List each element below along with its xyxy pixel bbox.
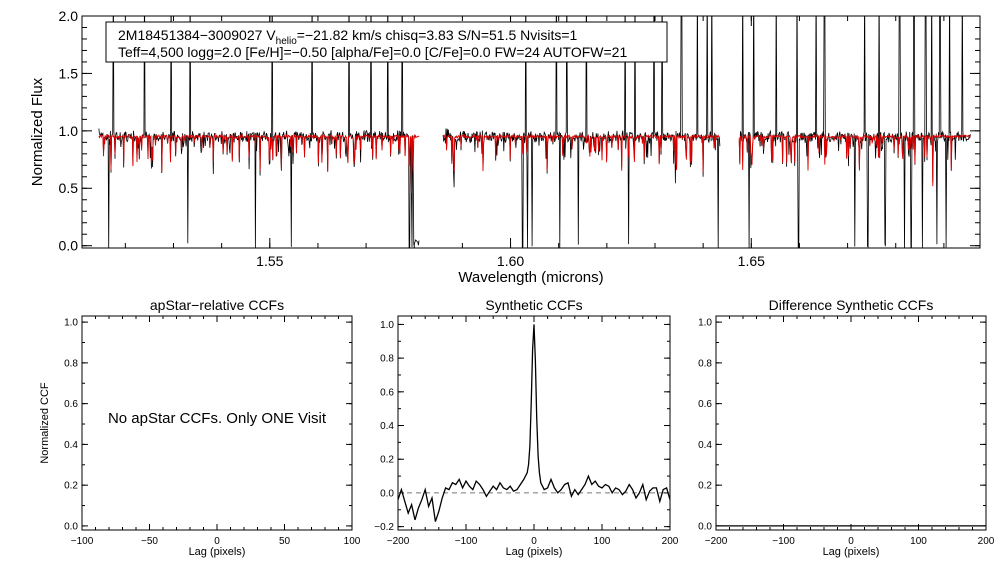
- x-tick-label-2-0: −200: [387, 536, 410, 547]
- x-tick-label-1-0: −100: [71, 536, 94, 547]
- y-tick-label-2-1: 0.0: [380, 488, 394, 499]
- x-tick-label-3-1: −100: [772, 536, 795, 547]
- y-tick-label-1-5: 1.0: [64, 318, 78, 329]
- no-ccf-message: No apStar CCFs. Only ONE Visit: [108, 410, 327, 427]
- x-tick-label-3-4: 200: [978, 536, 995, 547]
- y-tick-label-2-4: 0.6: [380, 387, 394, 398]
- y-tick-label-0-3: 1.5: [59, 65, 79, 81]
- info-box: [105, 21, 668, 63]
- y-tick-label-1-1: 0.2: [64, 481, 78, 492]
- ccf-curve: [397, 324, 671, 522]
- x-axis-label-2: Lag (pixels): [506, 546, 563, 558]
- y-tick-label-1-0: 0.0: [64, 521, 78, 532]
- info-vhelio-sub: helio: [276, 36, 298, 47]
- y-tick-label-3-4: 0.8: [698, 358, 712, 369]
- plot-frame-2: [397, 315, 671, 531]
- model-spectrum-chip-2: [738, 133, 971, 187]
- y-tick-label-0-0: 0.0: [59, 238, 79, 254]
- observed-spectrum-chip-1: [442, 16, 721, 248]
- y-tick-label-3-0: 0.0: [698, 521, 712, 532]
- y-tick-label-2-0: −0.2: [374, 522, 394, 533]
- y-tick-label-3-3: 0.6: [698, 399, 712, 410]
- x-tick-label-2-2: 0: [531, 536, 537, 547]
- y-tick-label-0-4: 2.0: [59, 8, 79, 24]
- plot-title-3: Difference Synthetic CCFs: [769, 297, 934, 313]
- info-line-2: Teff=4,500 logg=2.0 [Fe/H]=−0.50 [alpha/…: [118, 44, 627, 60]
- info-star-id: 2M18451384−3009027 V: [118, 27, 276, 43]
- y-tick-label-0-2: 1.0: [59, 123, 79, 139]
- x-tick-label-2-4: 200: [662, 536, 679, 547]
- x-axis-label-0: Wavelength (microns): [458, 269, 603, 286]
- y-axis-label-0: Normalized Flux: [29, 77, 46, 186]
- y-tick-label-0-1: 0.5: [59, 180, 79, 196]
- x-tick-label-2-3: 100: [594, 536, 611, 547]
- x-tick-label-1-3: 50: [279, 536, 291, 547]
- plot-title-1: apStar−relative CCFs: [150, 297, 284, 313]
- y-tick-label-3-2: 0.4: [698, 440, 712, 451]
- y-tick-label-2-6: 1.0: [380, 320, 394, 331]
- y-axis-label-1: Normalized CCF: [39, 382, 51, 464]
- y-tick-label-3-1: 0.2: [698, 481, 712, 492]
- info-line-1: 2M18451384−3009027 Vhelio=−21.82 km/s ch…: [118, 27, 578, 47]
- plot-frame-0: [81, 15, 981, 249]
- y-tick-label-1-4: 0.8: [64, 358, 78, 369]
- observed-spectrum-chip-2: [738, 16, 971, 248]
- x-tick-label-0-1: 1.60: [497, 253, 524, 269]
- y-tick-label-2-5: 0.8: [380, 354, 394, 365]
- x-axis-label-1: Lag (pixels): [189, 546, 246, 558]
- y-tick-label-2-2: 0.2: [380, 455, 394, 466]
- info-params: =−21.82 km/s chisq=3.83 S/N=51.5 Nvisits…: [297, 27, 578, 43]
- x-tick-label-2-1: −100: [455, 536, 478, 547]
- y-tick-label-1-2: 0.4: [64, 440, 78, 451]
- x-tick-label-3-2: 0: [848, 536, 854, 547]
- y-tick-label-1-3: 0.6: [64, 399, 78, 410]
- y-tick-label-3-5: 1.0: [698, 318, 712, 329]
- x-tick-label-1-4: 100: [344, 536, 361, 547]
- x-tick-label-0-2: 1.65: [738, 253, 765, 269]
- x-tick-label-1-1: −50: [141, 536, 158, 547]
- x-tick-label-0-0: 1.55: [256, 253, 283, 269]
- y-tick-label-2-3: 0.4: [380, 421, 394, 432]
- x-tick-label-1-2: 0: [214, 536, 220, 547]
- x-axis-label-3: Lag (pixels): [823, 546, 880, 558]
- model-spectrum-chip-0: [98, 133, 420, 194]
- x-tick-label-3-3: 100: [910, 536, 927, 547]
- plot-frame-3: [715, 315, 987, 531]
- model-spectrum-chip-1: [442, 133, 720, 173]
- plot-title-2: Synthetic CCFs: [485, 297, 582, 313]
- x-tick-label-3-0: −200: [705, 536, 728, 547]
